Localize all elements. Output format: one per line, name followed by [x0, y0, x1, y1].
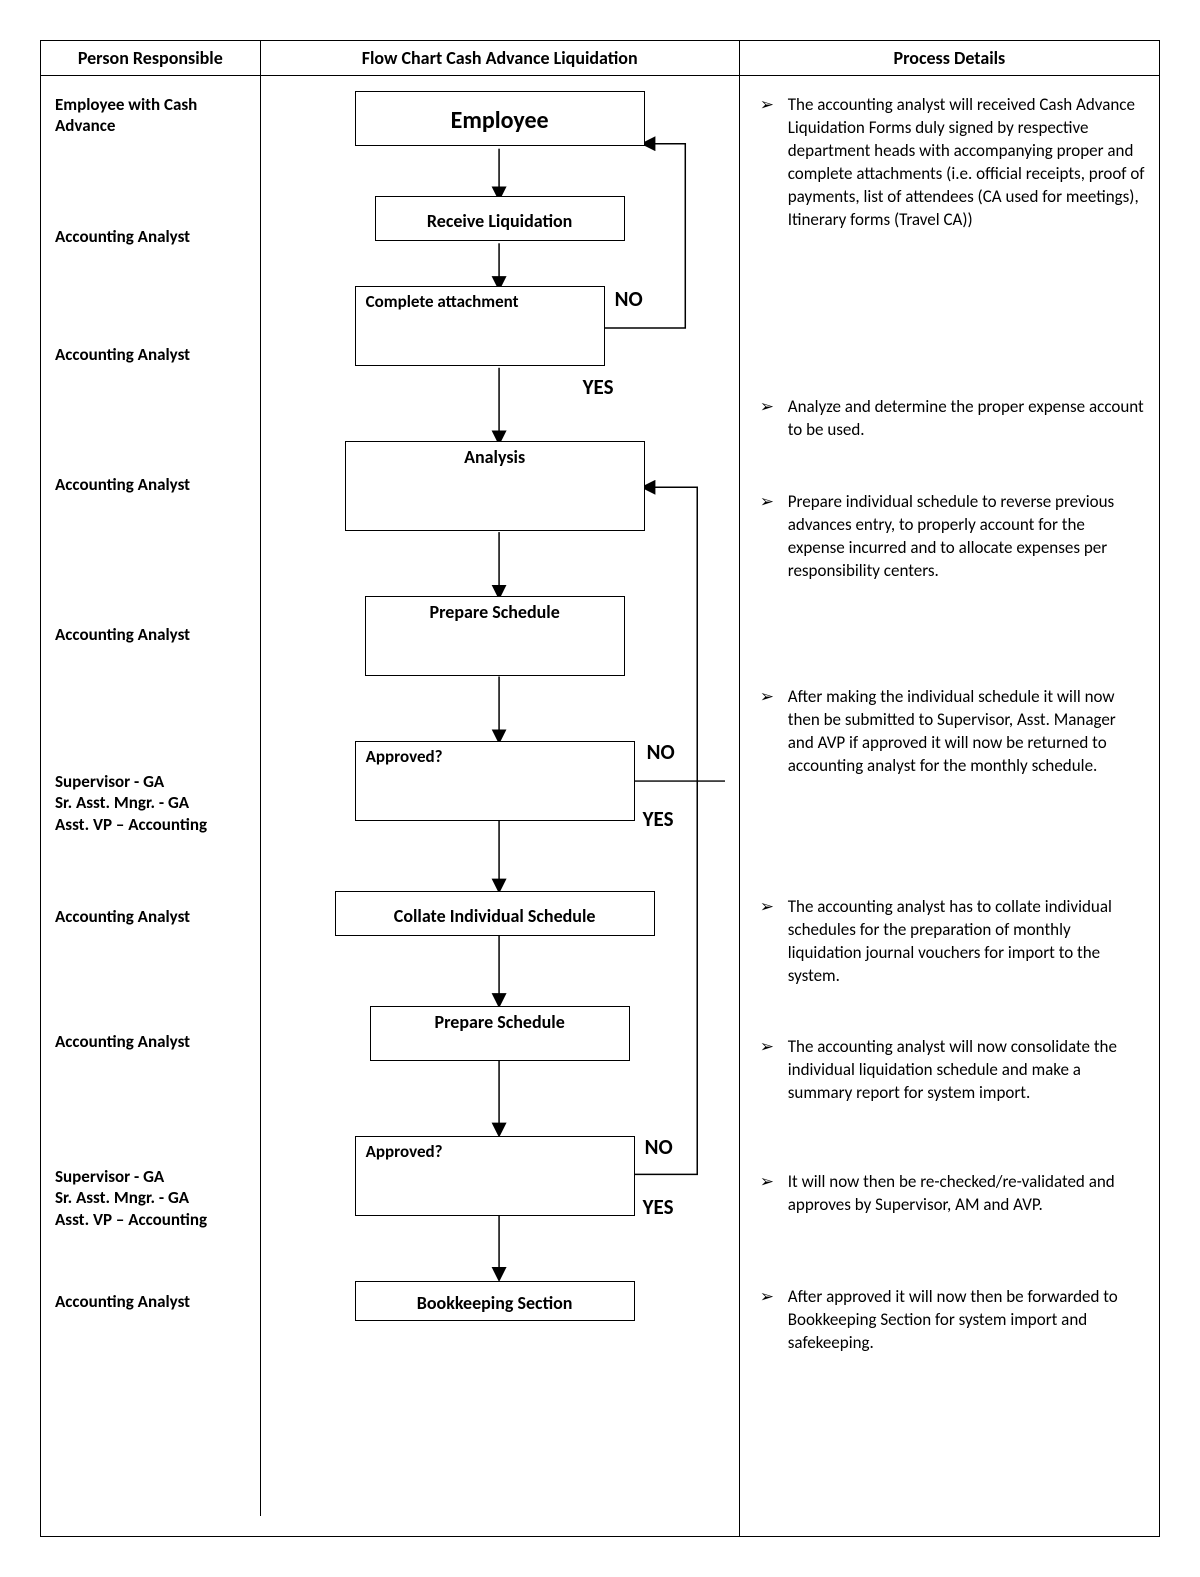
- process-detail-item: It will now then be re-checked/re-valida…: [754, 1171, 1145, 1217]
- flow-node-analysis: Analysis: [345, 441, 645, 531]
- header-details: Process Details: [740, 41, 1159, 75]
- flow-node-label: Receive Liquidation: [376, 206, 624, 232]
- flow-label-yes: YES: [643, 1194, 674, 1220]
- role-label: Accounting Analyst: [55, 906, 250, 927]
- role-label: Accounting Analyst: [55, 344, 250, 365]
- process-detail-item: The accounting analyst will now consolid…: [754, 1036, 1145, 1105]
- role-label: Supervisor - GASr. Asst. Mngr. - GAAsst.…: [55, 771, 250, 835]
- flow-label-yes: YES: [643, 806, 674, 832]
- flow-label-no: NO: [647, 739, 675, 765]
- flow-node-label: Approved?: [356, 1137, 634, 1162]
- flow-node-label: Prepare Schedule: [366, 597, 624, 623]
- flow-node-sched1: Prepare Schedule: [365, 596, 625, 676]
- process-detail-item: Analyze and determine the proper expense…: [754, 396, 1145, 442]
- process-detail-item: After making the individual schedule it …: [754, 686, 1145, 778]
- flow-node-label: Employee: [356, 102, 644, 135]
- role-label: Accounting Analyst: [55, 226, 250, 247]
- header-flow: Flow Chart Cash Advance Liquidation: [261, 41, 740, 75]
- table-body-row: Employee with Cash Advance Accounting Ana…: [41, 76, 1159, 1536]
- flow-label-no: NO: [645, 1134, 673, 1160]
- role-label: Accounting Analyst: [55, 1291, 250, 1312]
- process-table: Person Responsible Flow Chart Cash Advan…: [40, 40, 1160, 1537]
- flow-node-label: Analysis: [346, 442, 644, 468]
- flow-node-receive: Receive Liquidation: [375, 196, 625, 241]
- flow-node-collate: Collate Individual Schedule: [335, 891, 655, 936]
- flow-node-sched2: Prepare Schedule: [370, 1006, 630, 1061]
- role-label: Employee with Cash Advance: [55, 94, 250, 137]
- flow-node-label: Complete attachment: [356, 287, 604, 312]
- flow-node-label: Bookkeeping Section: [356, 1288, 634, 1314]
- flowchart-column: Employee Receive Liquidation Complete atta…: [261, 76, 740, 1536]
- flow-node-label: Approved?: [356, 742, 634, 767]
- role-label: Supervisor - GASr. Asst. Mngr. - GAAsst.…: [55, 1166, 250, 1230]
- role-label: Accounting Analyst: [55, 1031, 250, 1052]
- flow-node-attach: Complete attachment: [355, 286, 605, 366]
- flow-node-appr1: Approved?: [355, 741, 635, 821]
- role-label: Accounting Analyst: [55, 474, 250, 495]
- process-detail-item: The accounting analyst has to collate in…: [754, 896, 1145, 988]
- process-detail-item: After approved it will now then be forwa…: [754, 1286, 1145, 1355]
- process-detail-item: The accounting analyst will received Cas…: [754, 94, 1145, 232]
- flow-label-no: NO: [615, 286, 643, 312]
- header-person: Person Responsible: [41, 41, 261, 75]
- flow-node-label: Prepare Schedule: [371, 1007, 629, 1033]
- flow-node-appr2: Approved?: [355, 1136, 635, 1216]
- process-details-column: The accounting analyst will received Cas…: [740, 76, 1159, 1516]
- person-responsible-column: Employee with Cash Advance Accounting Ana…: [41, 76, 261, 1516]
- flow-node-employee: Employee: [355, 91, 645, 146]
- flowchart-canvas: Employee Receive Liquidation Complete atta…: [275, 86, 725, 1506]
- flow-node-book: Bookkeeping Section: [355, 1281, 635, 1321]
- flow-node-label: Collate Individual Schedule: [336, 901, 654, 927]
- role-label: Accounting Analyst: [55, 624, 250, 645]
- process-detail-item: Prepare individual schedule to reverse p…: [754, 491, 1145, 583]
- table-header-row: Person Responsible Flow Chart Cash Advan…: [41, 41, 1159, 76]
- flow-label-yes: YES: [583, 374, 614, 400]
